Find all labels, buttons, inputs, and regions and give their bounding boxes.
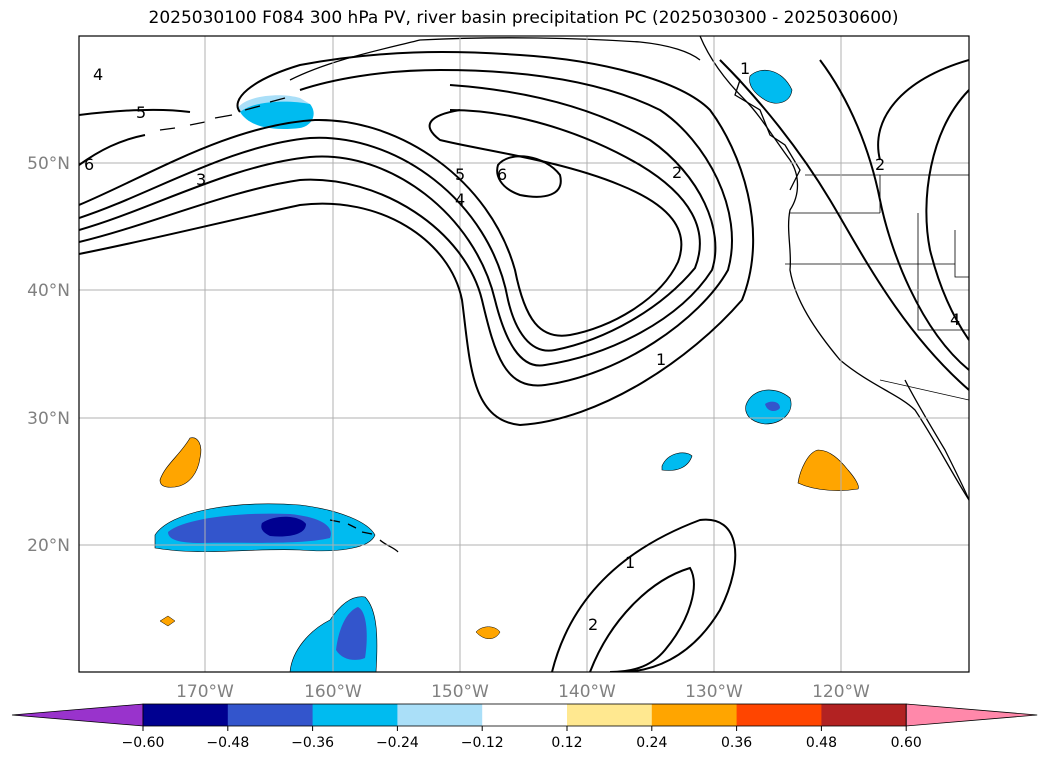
neg-anomaly-hawaii-core	[261, 516, 306, 537]
contour-label: 1	[656, 350, 666, 369]
longitude-labels: 170°W 160°W 150°W 140°W 130°W 120°W	[176, 682, 870, 702]
lon-label: 120°W	[812, 682, 870, 702]
latitude-labels: 50°N 40°N 30°N 20°N	[27, 154, 70, 556]
map-title: 2025030100 F084 300 hPa PV, river basin …	[148, 8, 899, 28]
colorbar-tick-label: 0.12	[551, 735, 582, 751]
colorbar-extend-min	[11, 703, 144, 727]
hawaii-islands	[329, 519, 399, 553]
lon-label: 130°W	[685, 682, 743, 702]
colorbar-segment	[397, 704, 483, 726]
lon-label: 160°W	[304, 682, 362, 702]
lat-label: 30°N	[27, 409, 70, 429]
contour-label: 1	[740, 59, 750, 78]
map-border	[78, 35, 970, 673]
pv-contour-left-4	[79, 108, 191, 116]
contour-label: 1	[625, 553, 635, 572]
contour-label: 2	[588, 615, 598, 634]
pv-contours	[79, 51, 969, 672]
us-state-borders	[785, 175, 969, 401]
lat-label: 40°N	[27, 281, 70, 301]
pv-contour-east-2	[819, 59, 969, 371]
pos-anomaly-tiny-b	[475, 626, 501, 639]
colorbar: −0.60 −0.48 −0.36 −0.24 −0.12 0.12 0.24 0.36 0.4…	[11, 703, 1038, 751]
pos-anomaly-tiny-a	[159, 615, 176, 627]
map-background	[79, 36, 969, 672]
contour-label: 6	[497, 165, 507, 184]
colorbar-tick-label: 0.60	[891, 735, 922, 751]
pv-contour-3	[79, 84, 717, 367]
colorbar-segment	[143, 704, 229, 726]
contour-label: 6	[84, 155, 94, 174]
neg-anomaly-aleutian-edge	[238, 95, 310, 112]
contour-label: 4	[455, 190, 465, 209]
contour-label: 5	[136, 103, 146, 122]
colorbar-segment	[227, 704, 314, 726]
pv-contour-east-1	[719, 59, 969, 391]
neg-anomaly-south-core	[336, 607, 367, 660]
colorbar-tick-label: 0.36	[721, 735, 752, 751]
colorbar-tick-label: −0.60	[122, 735, 165, 751]
pv-contour-east-4	[925, 89, 969, 341]
contour-label: 4	[93, 65, 103, 84]
contour-label: 4	[950, 310, 960, 329]
pv-contour-2	[79, 68, 733, 387]
contour-label: 3	[196, 170, 206, 189]
graticule	[79, 36, 969, 672]
neg-anomaly-offshore-core	[765, 401, 780, 412]
colorbar-tick-label: 0.24	[636, 735, 667, 751]
pv-contour-south-2	[589, 566, 695, 672]
colorbar-frame	[142, 703, 907, 727]
colorbar-tick-label: −0.12	[461, 735, 504, 751]
neg-anomaly-small	[661, 452, 693, 471]
lat-label: 50°N	[27, 154, 70, 174]
lon-label: 170°W	[176, 682, 234, 702]
pos-anomaly-west	[159, 437, 202, 488]
colorbar-segment	[312, 704, 398, 726]
baja-california	[904, 379, 969, 501]
neg-anomaly-bc	[749, 69, 793, 104]
pv-contour-4	[79, 109, 701, 352]
political-borders	[785, 174, 969, 401]
pv-contour-1	[79, 51, 755, 427]
contour-label: 2	[672, 163, 682, 182]
precip-anomaly-fills	[154, 69, 859, 672]
contour-label: 5	[455, 165, 465, 184]
lon-label: 150°W	[431, 682, 489, 702]
colorbar-tick-label: 0.48	[806, 735, 837, 751]
pv-contour-left-6	[79, 134, 146, 166]
pv-contour-east-5	[877, 59, 969, 161]
lat-label: 20°N	[27, 536, 70, 556]
colorbar-segment	[651, 704, 738, 726]
north-america-coast	[699, 36, 969, 501]
colorbar-extend-max	[905, 703, 1038, 727]
pv-contour-labels: 1 2 3 4 5 6 1 2 1 2 4 5 6 4	[84, 59, 960, 634]
colorbar-segment	[567, 704, 653, 726]
colorbar-segment	[821, 704, 907, 726]
pv-contour-6	[496, 155, 562, 198]
colorbar-segment	[482, 704, 568, 726]
colorbar-tick-label: −0.36	[291, 735, 334, 751]
pv-contour-south-1	[551, 518, 737, 672]
colorbar-tick-label: −0.48	[206, 735, 249, 751]
bc-islands	[719, 59, 801, 191]
aleutian-islands	[159, 97, 286, 131]
colorbar-segment	[736, 704, 822, 726]
contour-label: 2	[875, 155, 885, 174]
lon-label: 140°W	[558, 682, 616, 702]
colorbar-tick-label: −0.24	[376, 735, 419, 751]
pv-contour-5	[79, 109, 683, 337]
